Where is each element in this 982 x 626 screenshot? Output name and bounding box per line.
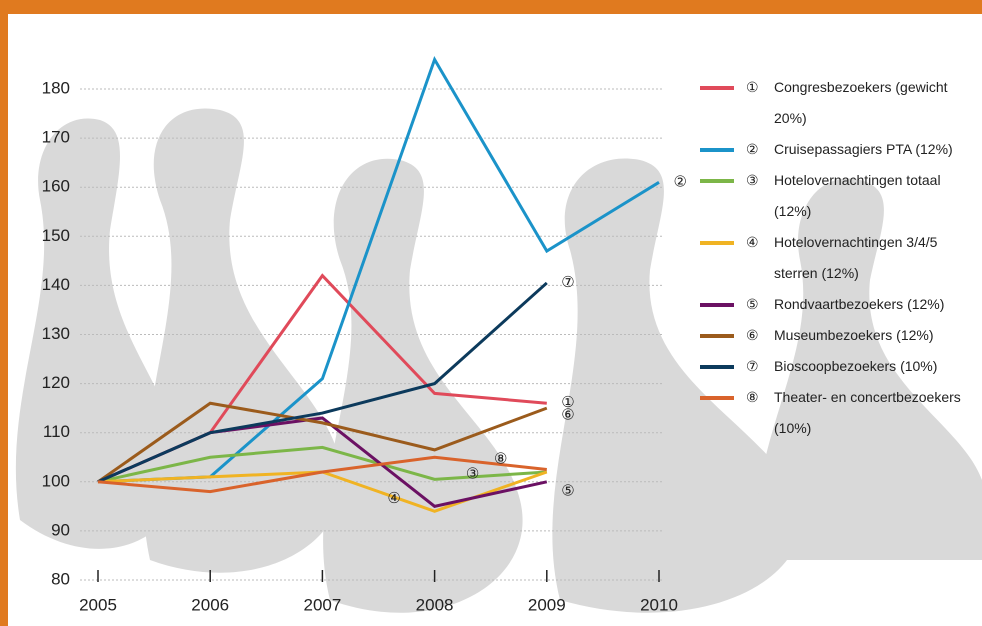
x-tick-label: 2009 — [528, 595, 566, 614]
y-tick-label: 140 — [42, 275, 70, 294]
line-annotation: ③ — [466, 465, 479, 482]
legend-swatch — [700, 179, 734, 183]
series-line — [97, 455, 547, 494]
legend-symbol: ② — [746, 141, 759, 157]
legend-label: Hotelovernachtingen 3/4/5 sterren (12%) — [774, 234, 938, 281]
legend-swatch — [700, 334, 734, 338]
series-line — [97, 445, 547, 484]
y-tick-label: 180 — [42, 78, 70, 97]
legend-label: Rondvaartbezoekers (12%) — [774, 296, 945, 312]
y-tick-label: 150 — [42, 226, 70, 245]
legend-item: ⑤ Rondvaartbezoekers (12%) — [700, 289, 980, 320]
y-tick-label: 170 — [42, 128, 70, 147]
y-tick-label: 80 — [51, 569, 70, 588]
legend-item: ① Congresbezoekers (gewicht 20%) — [700, 72, 980, 134]
legend-item: ⑧ Theater- en concertbezoekers (10%) — [700, 382, 980, 444]
legend-item: ⑦ Bioscoopbezoekers (10%) — [700, 351, 980, 382]
y-tick-label: 130 — [42, 324, 70, 343]
legend-label: Cruisepassagiers PTA (12%) — [774, 141, 953, 157]
y-tick-label: 160 — [42, 177, 70, 196]
legend-swatch — [700, 86, 734, 90]
line-annotation: ② — [673, 173, 686, 190]
top-bar — [0, 0, 982, 14]
y-tick-label: 120 — [42, 373, 70, 392]
x-tick-label: 2007 — [303, 595, 341, 614]
legend-symbol: ③ — [746, 172, 759, 188]
x-tick-label: 2006 — [191, 595, 229, 614]
legend-swatch — [700, 365, 734, 369]
legend-swatch — [700, 241, 734, 245]
legend-symbol: ④ — [746, 234, 759, 250]
line-annotation: ⑧ — [494, 451, 507, 468]
legend-item: ⑥ Museumbezoekers (12%) — [700, 320, 980, 351]
legend-item: ② Cruisepassagiers PTA (12%) — [700, 134, 980, 165]
legend-symbol: ① — [746, 79, 759, 95]
legend-label: Hotelovernachtingen totaal (12%) — [774, 172, 941, 219]
legend: ① Congresbezoekers (gewicht 20%) ② Cruisepa… — [700, 72, 980, 444]
series-line — [97, 401, 548, 484]
x-tick-label: 2005 — [79, 595, 117, 614]
legend-label: Congresbezoekers (gewicht 20%) — [774, 79, 948, 126]
legend-swatch — [700, 148, 734, 152]
legend-label: Bioscoopbezoekers (10%) — [774, 358, 938, 374]
legend-symbol: ⑥ — [746, 327, 759, 343]
x-tick-label: 2008 — [416, 595, 454, 614]
line-annotation: ⑥ — [561, 406, 574, 423]
series-line — [97, 281, 548, 484]
y-tick-label: 110 — [43, 422, 70, 441]
legend-item: ④ Hotelovernachtingen 3/4/5 sterren (12%) — [700, 227, 980, 289]
line-annotation: ⑤ — [561, 483, 574, 500]
x-tick-label: 2010 — [640, 595, 678, 614]
legend-item: ③ Hotelovernachtingen totaal (12%) — [700, 165, 980, 227]
legend-swatch — [700, 396, 734, 400]
legend-label: Museumbezoekers (12%) — [774, 327, 934, 343]
legend-symbol: ⑦ — [746, 358, 759, 374]
legend-swatch — [700, 303, 734, 307]
y-tick-label: 90 — [51, 520, 70, 539]
line-annotation: ⑦ — [561, 274, 574, 291]
left-bar — [0, 0, 8, 626]
y-tick-label: 100 — [42, 471, 70, 490]
line-annotation: ④ — [387, 490, 400, 507]
line-annotation: ① — [561, 394, 574, 411]
legend-symbol: ⑤ — [746, 296, 759, 312]
legend-symbol: ⑧ — [746, 389, 759, 405]
legend-label: Theater- en concertbezoekers (10%) — [774, 389, 961, 436]
